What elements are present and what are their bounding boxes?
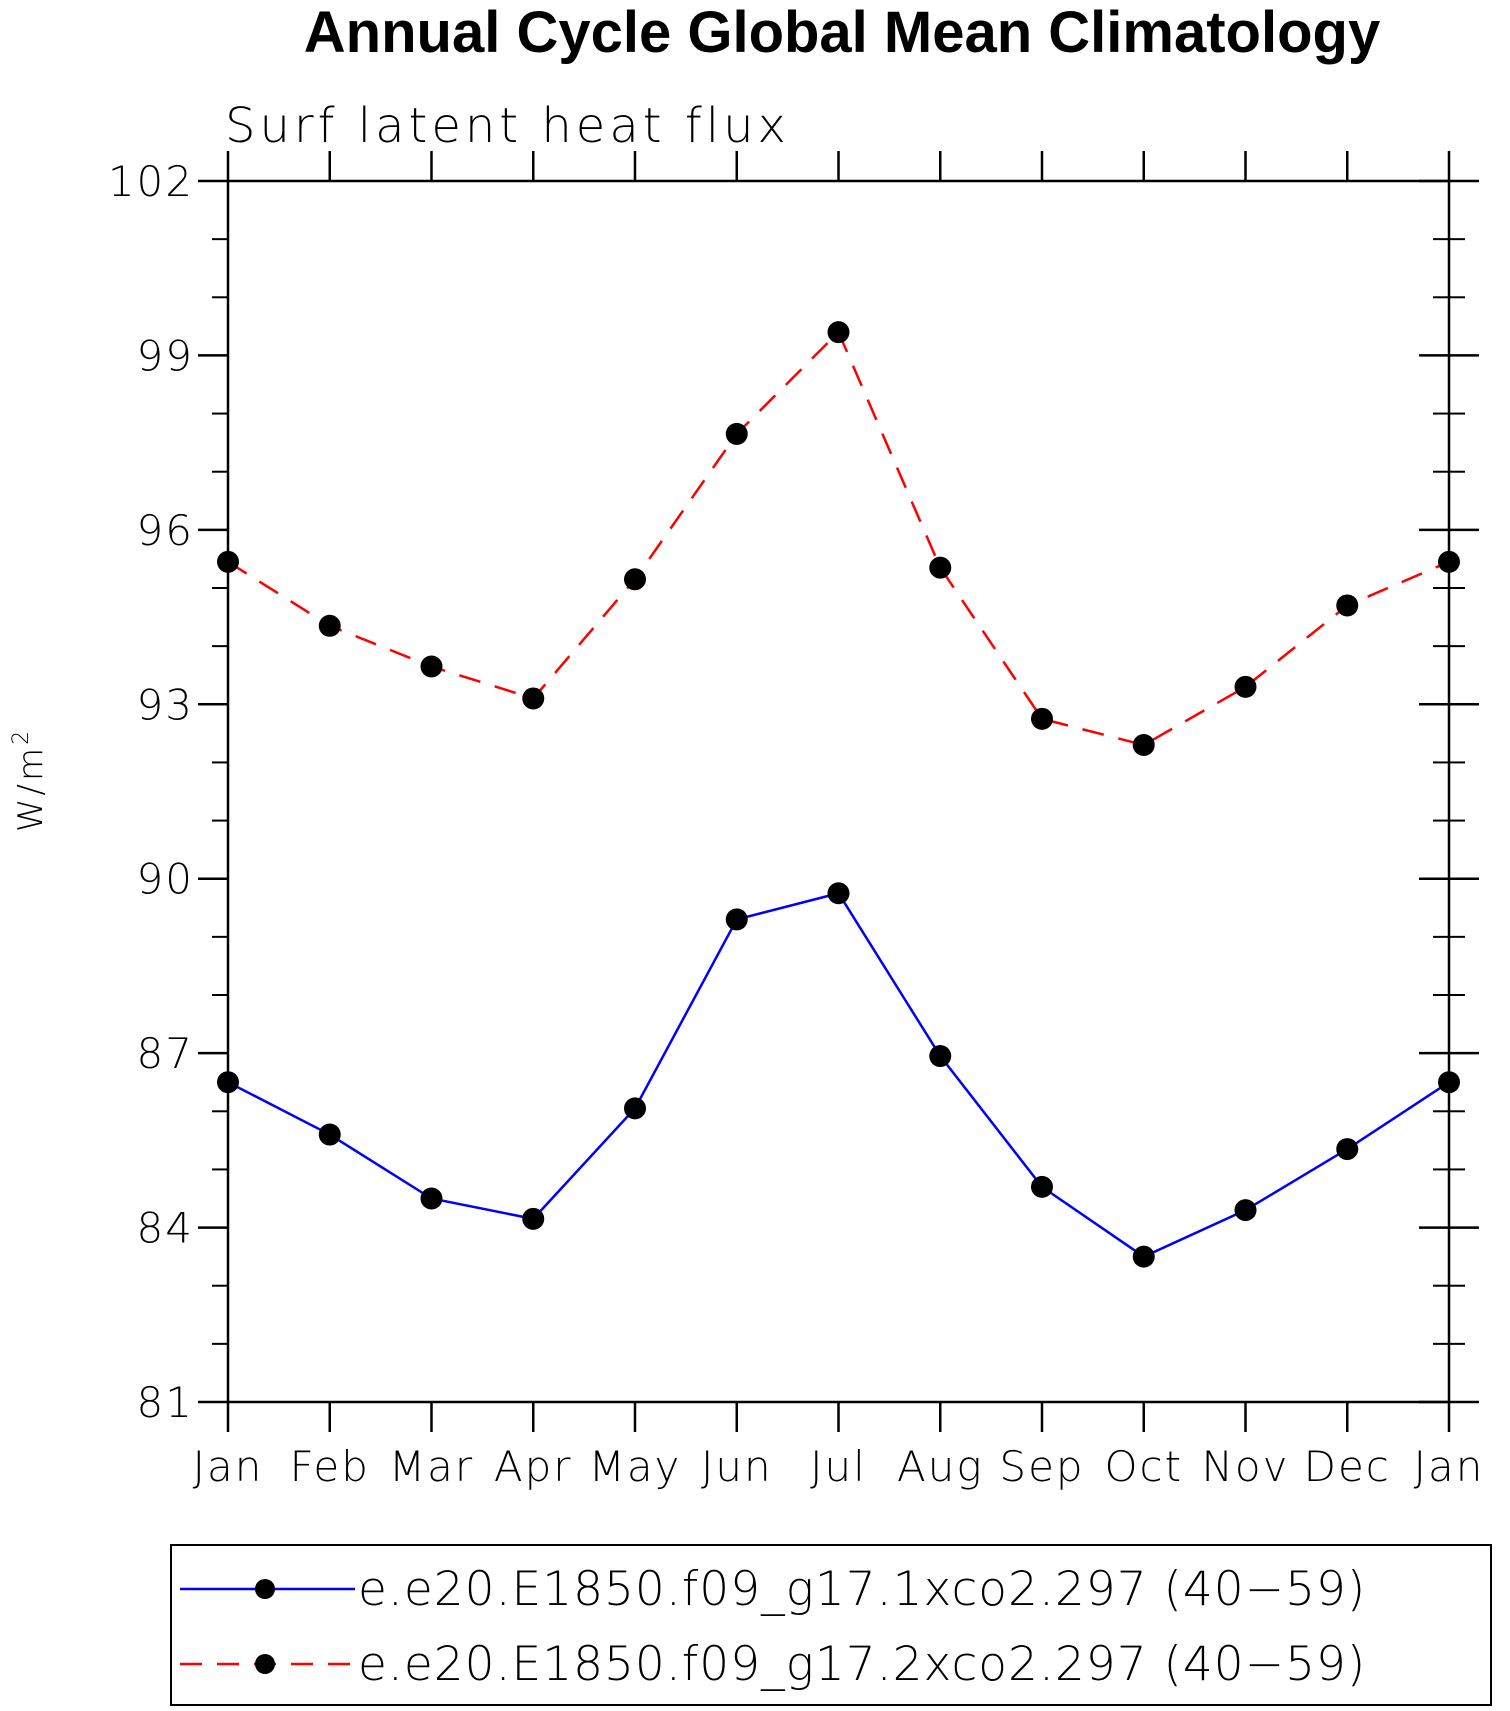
data-point-0-2 <box>420 1187 443 1210</box>
axes: 81 84 87 90 93 96 99 102 Jan Feb Mar Apr May Jun Jul Au… <box>108 151 1485 1491</box>
chart-subtitle: Surf latent heat flux <box>225 98 790 154</box>
legend-marker-1xco2 <box>255 1579 275 1599</box>
data-point-0-0 <box>217 1071 239 1094</box>
data-point-1-12 <box>1438 550 1460 573</box>
x-tick-label: Aug <box>897 1442 984 1491</box>
legend-marker-2xco2 <box>255 1654 275 1674</box>
x-tick-label: Dec <box>1304 1442 1391 1491</box>
data-point-0-7 <box>929 1045 952 1068</box>
data-point-0-10 <box>1234 1199 1257 1222</box>
x-tick-label: Jun <box>701 1442 773 1491</box>
data-point-0-11 <box>1336 1138 1359 1161</box>
x-tick-label: Jan <box>193 1442 264 1491</box>
data-point-1-3 <box>522 687 545 710</box>
data-point-0-9 <box>1132 1245 1155 1268</box>
data-point-1-9 <box>1132 733 1155 756</box>
y-tick-label: 96 <box>137 506 194 555</box>
x-tick-label: May <box>589 1442 682 1491</box>
data-point-1-6 <box>827 321 850 344</box>
data-series <box>217 321 1460 1268</box>
data-point-0-12 <box>1438 1071 1460 1094</box>
x-tick-label: Oct <box>1104 1442 1183 1491</box>
x-tick-label: Sep <box>999 1442 1084 1491</box>
data-point-0-8 <box>1031 1175 1053 1198</box>
data-point-1-0 <box>217 550 239 573</box>
chart-title: Annual Cycle Global Mean Climatology <box>304 0 1380 65</box>
y-tick-label: 87 <box>137 1029 194 1078</box>
y-tick-label: 93 <box>137 680 194 729</box>
data-point-1-5 <box>725 422 748 445</box>
data-point-1-1 <box>318 614 341 637</box>
series-line-0 <box>227 891 1450 1259</box>
data-point-1-10 <box>1234 675 1257 698</box>
x-tick-label: Jan <box>1414 1442 1485 1491</box>
y-axis-label: W/m2 <box>9 728 51 832</box>
data-point-1-4 <box>624 568 646 591</box>
x-tick-label: Feb <box>290 1442 370 1491</box>
x-tick-label: Nov <box>1202 1442 1290 1491</box>
legend-box <box>170 1544 1492 1706</box>
data-point-0-3 <box>522 1207 545 1230</box>
data-point-1-7 <box>929 556 952 579</box>
data-point-0-5 <box>725 908 748 931</box>
x-tick-label: Apr <box>494 1442 573 1491</box>
legend-label-2xco2: e.e20.E1850.f09_g17.2xco2.297 (40−59) <box>358 1637 1366 1692</box>
y-tick-label: 84 <box>137 1204 194 1253</box>
y-tick-label: 90 <box>137 855 194 904</box>
y-tick-label: 81 <box>137 1378 194 1427</box>
legend: e.e20.E1850.f09_g17.1xco2.297 (40−59) e.… <box>170 1544 1492 1706</box>
legend-label-1xco2: e.e20.E1850.f09_g17.1xco2.297 (40−59) <box>358 1562 1366 1617</box>
plot-frame <box>226 179 1451 1404</box>
y-tick-label: 99 <box>137 331 194 380</box>
data-point-1-8 <box>1031 707 1053 730</box>
x-tick-label: Mar <box>389 1442 474 1491</box>
data-point-0-1 <box>318 1123 341 1146</box>
y-tick-label: 102 <box>108 157 194 206</box>
series-line-1 <box>227 329 1450 747</box>
data-point-0-6 <box>827 882 850 905</box>
data-point-1-11 <box>1336 594 1359 617</box>
x-tick-label: Jul <box>810 1442 867 1491</box>
data-point-1-2 <box>420 655 443 678</box>
data-point-0-4 <box>624 1097 646 1120</box>
